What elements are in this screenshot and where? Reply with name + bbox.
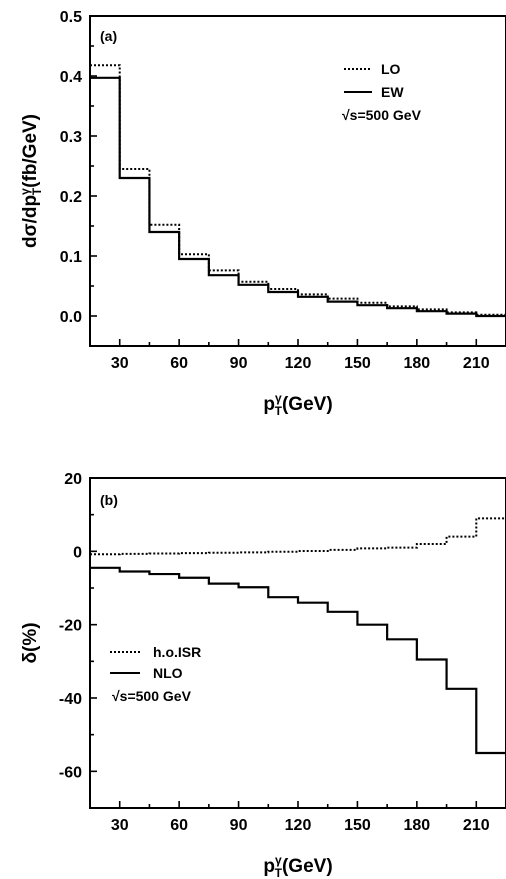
x-tick-label-b-120: 120 <box>285 817 312 834</box>
legend-label-lo: LO <box>381 61 401 77</box>
legend-a: LO EW √s=500 GeV <box>342 61 422 123</box>
y-tick-label-b-3: 0 <box>73 544 82 561</box>
panel-label-a: (a) <box>100 28 117 44</box>
plot-frame-b <box>89 477 506 809</box>
panel-label-b: (b) <box>100 492 118 508</box>
series-b <box>90 513 506 755</box>
x-tick-label-b-90: 90 <box>230 817 248 834</box>
y-tick-label-a-4: 0.4 <box>60 69 82 86</box>
y-tick-label-a-0: 0.0 <box>60 309 82 326</box>
x-axis-label-b: pγ T(GeV) <box>263 853 332 879</box>
x-tick-label-a-150: 150 <box>344 355 371 372</box>
x-tick-label-a-60: 60 <box>170 355 188 372</box>
series-h-o-isr-line <box>90 513 506 556</box>
x-tick-label-b-150: 150 <box>344 817 371 834</box>
panel-b: 30 60 90 120 150 180 210 -60 -40 -20 0 20 (b) h.o.I… <box>20 471 506 879</box>
legend-label-ew: EW <box>381 84 404 100</box>
x-tick-label-b-180: 180 <box>404 817 431 834</box>
panel-a: 30 60 90 120 150 180 210 0.0 0.1 0.2 0.3 0.4 0.5 (a)… <box>18 9 506 418</box>
y-axis-label-b: δ(%) <box>20 622 41 663</box>
y-axis-label-a: dσ/dpγT(fb/GeV) <box>18 114 44 248</box>
y-tick-label-b-2: -20 <box>59 618 82 635</box>
y-tick-label-b-1: -40 <box>59 691 82 708</box>
x-tick-label-b-210: 210 <box>463 817 490 834</box>
y-tick-label-a-3: 0.3 <box>60 129 82 146</box>
y-tick-label-b-0: -60 <box>59 764 82 781</box>
legend-b: h.o.ISR NLO √s=500 GeV <box>110 644 201 704</box>
energy-annotation-b: √s=500 GeV <box>112 688 192 704</box>
x-tick-label-b-60: 60 <box>170 817 188 834</box>
x-axis-label-a: pγ T(GeV) <box>263 391 332 418</box>
x-tick-label-a-120: 120 <box>285 355 312 372</box>
x-tick-label-a-210: 210 <box>463 355 490 372</box>
x-tick-label-a-30: 30 <box>111 355 129 372</box>
series-a <box>90 64 506 318</box>
y-tick-label-b-4: 20 <box>64 471 82 488</box>
series-nlo-line <box>90 566 506 755</box>
ticks-a: 30 60 90 120 150 180 210 0.0 0.1 0.2 0.3 0.4 0.5 <box>60 9 490 372</box>
legend-label-ho-isr: h.o.ISR <box>153 644 201 660</box>
energy-annotation-a: √s=500 GeV <box>342 107 422 123</box>
ticks-b: 30 60 90 120 150 180 210 -60 -40 -20 0 20 <box>59 471 490 834</box>
series-lo-line <box>90 64 506 316</box>
y-tick-label-a-1: 0.1 <box>60 249 82 266</box>
x-tick-label-b-30: 30 <box>111 817 129 834</box>
x-tick-label-a-90: 90 <box>230 355 248 372</box>
legend-label-nlo: NLO <box>153 665 183 681</box>
series-ew-line <box>90 76 506 318</box>
y-tick-label-a-2: 0.2 <box>60 189 82 206</box>
y-tick-label-a-5: 0.5 <box>60 9 82 26</box>
x-tick-label-a-180: 180 <box>404 355 431 372</box>
